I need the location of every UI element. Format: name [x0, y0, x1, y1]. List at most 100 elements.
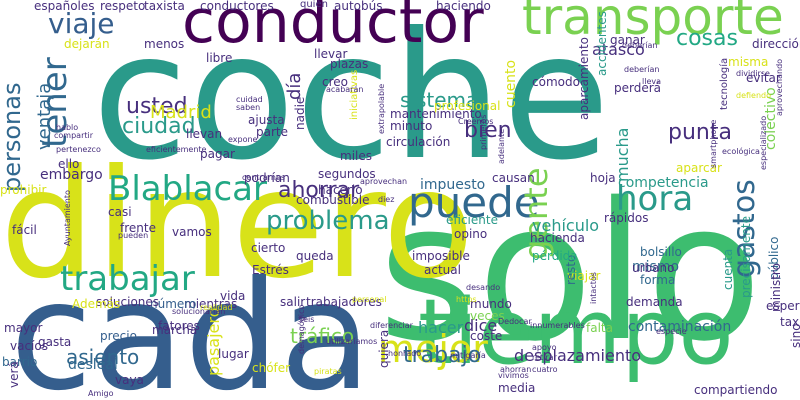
cloud-word: mantenimiento: [390, 107, 482, 121]
cloud-word: Blablacar: [108, 169, 267, 209]
cloud-word: saben: [236, 103, 261, 112]
cloud-word: tecnología: [719, 57, 730, 110]
cloud-word: vida: [220, 289, 246, 303]
cloud-word: eficiente: [446, 213, 498, 227]
cloud-word: precisamente: [739, 216, 753, 298]
cloud-word: autobús: [334, 0, 383, 13]
cloud-word: perderá: [614, 81, 662, 95]
cloud-word: competencia: [618, 175, 709, 191]
cloud-word: hora: [616, 179, 694, 219]
cloud-word: prohibir: [0, 183, 47, 197]
cloud-word: media: [498, 381, 536, 395]
cloud-word: aparcar: [676, 161, 722, 175]
cloud-word: problema: [266, 206, 390, 236]
cloud-word: Creemos: [458, 117, 494, 126]
cloud-word: ahorran: [500, 365, 532, 374]
cloud-word: fácil: [12, 223, 37, 237]
cloud-word: dinero: [0, 138, 475, 312]
cloud-word: hacer: [418, 318, 464, 337]
cloud-word: primeros: [479, 114, 488, 150]
cloud-word: impuesto: [420, 177, 486, 193]
cloud-word: hoja: [590, 171, 616, 185]
cloud-word: urbano: [632, 261, 675, 275]
cloud-word: diferenciar: [370, 321, 413, 330]
cloud-word: espera: [766, 299, 800, 313]
cloud-word: tráfico: [290, 324, 355, 348]
cloud-word: transporte: [522, 0, 784, 46]
cloud-word: cierto: [251, 241, 286, 255]
cloud-word: respeto: [100, 0, 146, 13]
cloud-word: misma: [728, 55, 769, 69]
cloud-word: lleva: [642, 77, 662, 86]
cloud-word: cosas: [676, 26, 738, 51]
cloud-word: contaminación: [628, 319, 732, 335]
cloud-word: marcha: [152, 323, 198, 337]
cloud-word: creo: [322, 75, 348, 89]
cloud-word: retirar: [532, 353, 557, 362]
cloud-word: deberían: [622, 41, 658, 50]
cloud-word: deberían: [624, 65, 660, 74]
cloud-word: demanda: [626, 295, 683, 309]
cloud-word: especie: [656, 327, 687, 336]
cloud-word: cada: [10, 250, 372, 400]
cloud-word: realidad: [200, 303, 233, 312]
cloud-word: mitigaría: [450, 351, 486, 360]
cloud-word: españoles: [34, 0, 95, 13]
cloud-word: viajar: [567, 269, 601, 283]
cloud-word: llevan: [186, 127, 223, 141]
cloud-word: asiento: [66, 345, 140, 369]
cloud-word: dejarán: [64, 37, 110, 51]
cloud-word: aparcamiento: [577, 36, 591, 120]
cloud-word: barrio: [2, 355, 38, 369]
cloud-word: punta: [668, 120, 732, 145]
cloud-word: minuto: [390, 119, 433, 133]
cloud-word: hacienda: [530, 231, 585, 245]
cloud-word: taxi: [780, 315, 800, 329]
cloud-word: desplazamiento: [514, 346, 642, 365]
cloud-word: aprovechan: [360, 177, 408, 186]
cloud-word: dirección: [752, 37, 800, 51]
cloud-word: segundos: [318, 167, 376, 181]
cloud-word: salir: [280, 295, 306, 309]
cloud-word: miles: [340, 149, 372, 163]
cloud-word: bolsillo: [640, 245, 682, 259]
cloud-word: eficientemente: [146, 145, 207, 154]
cloud-word: podrían: [244, 171, 290, 185]
cloud-word: Ayuntamiento: [63, 190, 72, 246]
cloud-word: llevar: [314, 47, 348, 61]
cloud-word: diez: [378, 195, 395, 204]
cloud-word: aprovechando: [775, 58, 784, 116]
cloud-word: fatores: [158, 319, 200, 333]
cloud-word: usted: [126, 94, 188, 119]
cloud-word: Además: [72, 297, 121, 311]
cloud-word: casi: [108, 205, 132, 219]
cloud-word: iniciativas: [349, 69, 360, 120]
cloud-word: ahorrar: [278, 178, 360, 203]
cloud-word: mundo: [470, 297, 512, 311]
cloud-word: Dedocar: [498, 317, 532, 326]
cloud-word: adelante: [497, 128, 506, 164]
cloud-word: cuatro: [532, 365, 558, 374]
cloud-word: lugar: [218, 347, 249, 361]
cloud-word: parte: [256, 125, 288, 139]
cloud-word: vacíos: [10, 339, 48, 353]
cloud-word: hablo: [56, 123, 79, 132]
cloud-word: queda: [296, 249, 334, 263]
cloud-word: accidentes: [595, 11, 609, 76]
cloud-word: circulación: [386, 135, 451, 149]
cloud-word: pérdida: [532, 249, 578, 263]
cloud-word: solucionarían: [172, 307, 226, 316]
cloud-word: bien: [464, 118, 512, 143]
cloud-word: gasta: [38, 335, 72, 349]
cloud-word: pagar: [200, 147, 235, 161]
cloud-word: mucha: [613, 127, 632, 182]
cloud-word: cuento: [503, 59, 519, 108]
cloud-word: apoyo: [532, 343, 557, 352]
cloud-word: atasco: [592, 40, 645, 59]
cloud-word: centrarnos: [242, 173, 285, 182]
cloud-word: profesional: [434, 99, 501, 113]
cloud-word: mientras: [184, 297, 238, 311]
cloud-word: especializado: [759, 115, 768, 170]
cloud-word: puede: [408, 178, 540, 227]
